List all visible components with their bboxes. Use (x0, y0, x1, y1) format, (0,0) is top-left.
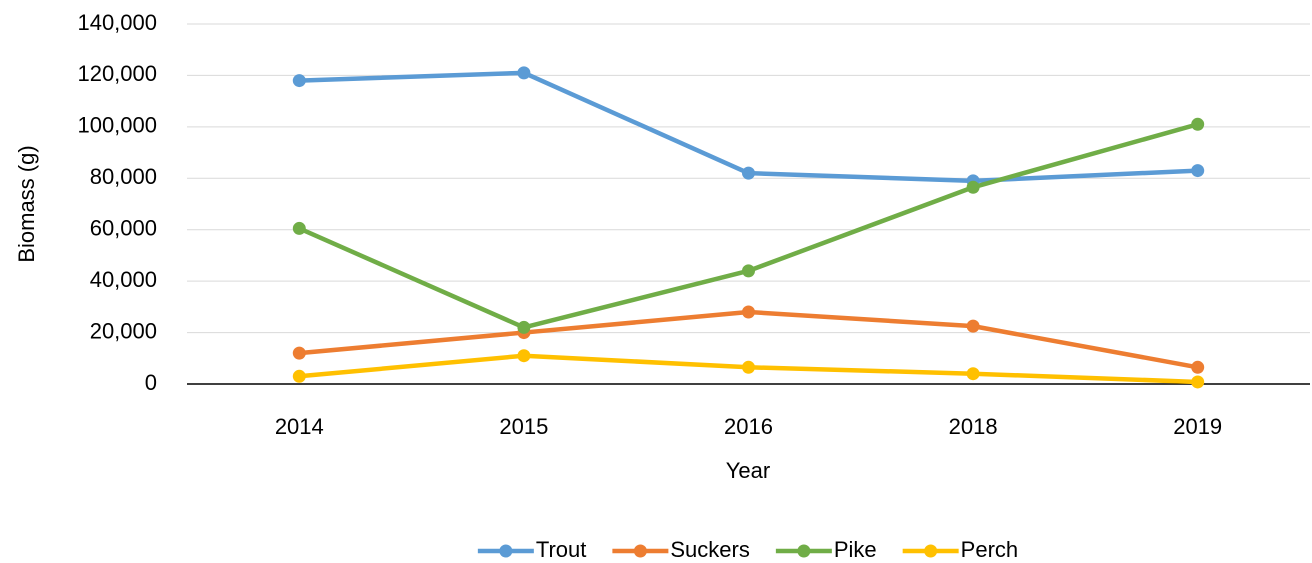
point (517, 66, 531, 80)
point (292, 221, 306, 235)
series-line (298, 122, 1199, 330)
y-axis-label: Biomass (g) (14, 145, 39, 262)
y-tick-label: 120,000 (77, 61, 157, 86)
point (966, 319, 980, 333)
point (742, 264, 755, 278)
legend-label: Trout (536, 537, 587, 562)
x-tick-label: 2018 (949, 414, 998, 439)
y-tick-label: 20,000 (90, 318, 157, 343)
series-line (299, 309, 1199, 370)
point (1191, 164, 1205, 178)
legend-label: Perch (961, 537, 1018, 562)
point (292, 346, 306, 360)
point (966, 180, 980, 194)
point (517, 349, 531, 363)
y-tick-label: 60,000 (90, 216, 157, 241)
legend-marker (797, 544, 811, 558)
point (742, 360, 755, 374)
x-tick-label: 2019 (1173, 414, 1222, 439)
legend-label: Suckers (670, 537, 749, 562)
legend-marker (924, 544, 938, 558)
point (517, 320, 531, 334)
legend-marker (499, 544, 513, 558)
x-axis-label: Year (726, 458, 770, 483)
y-tick-label: 40,000 (90, 267, 157, 292)
y-tick-label: 100,000 (77, 113, 157, 138)
y-tick-label: 80,000 (90, 164, 157, 189)
point (1191, 360, 1205, 374)
y-tick-label: 0 (145, 370, 157, 395)
point (966, 367, 980, 381)
point (742, 305, 755, 319)
point (292, 74, 306, 88)
legend-label: Pike (834, 537, 877, 562)
x-tick-label: 2016 (724, 414, 773, 439)
x-tick-label: 2014 (275, 414, 324, 439)
point (742, 166, 755, 180)
point (1191, 375, 1205, 389)
y-tick-label: 140,000 (77, 10, 157, 35)
legend-marker (633, 544, 647, 558)
point (292, 369, 306, 383)
point (1191, 117, 1205, 131)
x-tick-label: 2015 (499, 414, 548, 439)
